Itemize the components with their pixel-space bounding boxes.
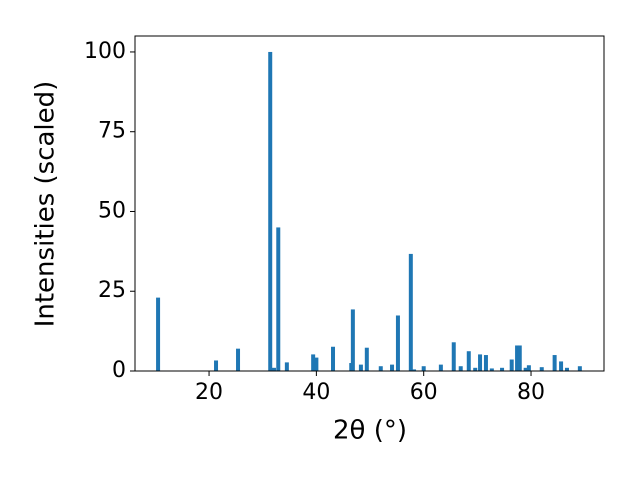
bar xyxy=(539,367,544,371)
x-tick-label: 40 xyxy=(302,380,330,405)
bar xyxy=(271,367,276,371)
bar xyxy=(156,297,161,371)
plot-frame xyxy=(134,35,605,372)
bar xyxy=(311,354,316,371)
bar xyxy=(466,351,471,371)
bar xyxy=(473,367,478,371)
bar xyxy=(483,355,488,371)
y-tick-label: 50 xyxy=(98,198,126,223)
bar xyxy=(268,51,273,371)
bar xyxy=(509,359,514,371)
bar xyxy=(500,367,505,371)
bar xyxy=(515,345,520,371)
bar xyxy=(314,357,319,371)
bar xyxy=(478,354,483,371)
bar xyxy=(552,355,557,371)
bar xyxy=(408,253,413,371)
x-tick-label: 20 xyxy=(195,380,223,405)
bar xyxy=(421,366,426,371)
bar xyxy=(564,367,569,371)
y-tick-label: 25 xyxy=(98,278,126,303)
x-tick-label: 60 xyxy=(410,380,438,405)
bar xyxy=(378,366,383,371)
bar xyxy=(577,366,582,371)
bar xyxy=(276,227,281,371)
y-tick-label: 100 xyxy=(84,39,126,64)
bar xyxy=(214,360,219,371)
bar xyxy=(523,367,528,371)
bar xyxy=(438,364,443,371)
x-tick-label: 80 xyxy=(517,380,545,405)
bar xyxy=(559,361,564,371)
bar xyxy=(284,362,289,371)
bar xyxy=(236,348,241,371)
bar xyxy=(331,346,336,371)
bar xyxy=(364,347,369,371)
bar xyxy=(390,364,395,371)
bar xyxy=(517,345,522,371)
bar xyxy=(451,342,456,371)
bar xyxy=(395,315,400,371)
y-axis-label: Intensities (scaled) xyxy=(31,81,61,328)
bar xyxy=(412,369,417,371)
bar xyxy=(458,366,463,371)
bar xyxy=(358,364,363,371)
bar xyxy=(350,309,355,371)
bar xyxy=(489,368,494,371)
bar xyxy=(526,365,531,371)
y-tick-label: 75 xyxy=(98,119,126,144)
y-tick-label: 0 xyxy=(112,358,126,383)
x-axis-label: 2θ (°) xyxy=(333,416,407,446)
